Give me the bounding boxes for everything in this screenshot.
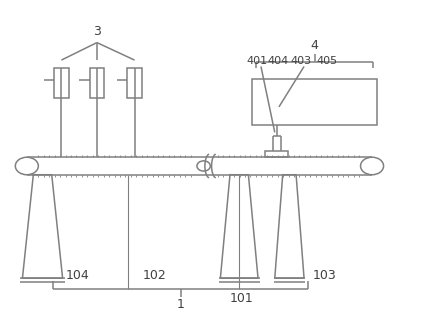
- Text: 103: 103: [312, 269, 336, 282]
- Text: 101: 101: [229, 292, 253, 305]
- Bar: [127, 68, 142, 98]
- Text: 404: 404: [267, 56, 288, 66]
- Text: 104: 104: [66, 269, 89, 282]
- Text: 102: 102: [143, 269, 167, 282]
- Bar: [252, 79, 377, 125]
- Bar: [54, 68, 69, 98]
- Text: 405: 405: [316, 56, 338, 66]
- Text: 1: 1: [177, 298, 184, 311]
- Bar: [265, 152, 288, 157]
- Bar: [89, 68, 104, 98]
- Text: 403: 403: [290, 56, 312, 66]
- Text: 3: 3: [93, 25, 101, 38]
- Text: 4: 4: [311, 39, 318, 52]
- Text: 401: 401: [247, 56, 268, 66]
